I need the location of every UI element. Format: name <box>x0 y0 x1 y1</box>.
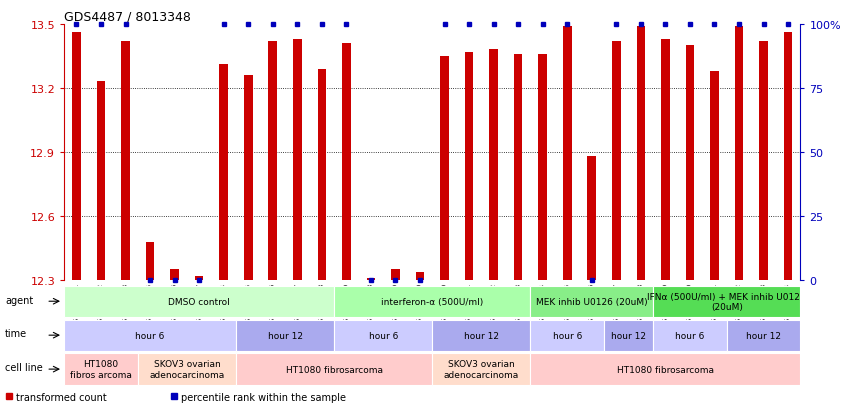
Bar <box>391 270 400 280</box>
Text: agent: agent <box>5 295 33 305</box>
Text: hour 12: hour 12 <box>268 331 302 340</box>
Bar <box>734 27 743 280</box>
Text: interferon-α (500U/ml): interferon-α (500U/ml) <box>381 297 484 306</box>
Bar <box>538 55 547 280</box>
Bar <box>490 50 498 280</box>
Text: DMSO control: DMSO control <box>169 297 230 306</box>
Bar <box>64 354 138 385</box>
Text: SKOV3 ovarian
adenocarcinoma: SKOV3 ovarian adenocarcinoma <box>149 360 224 379</box>
Text: HT1080 fibrosarcoma: HT1080 fibrosarcoma <box>286 365 383 374</box>
Bar <box>170 270 179 280</box>
Bar <box>64 320 236 351</box>
Text: hour 6: hour 6 <box>369 331 398 340</box>
Bar <box>440 57 449 280</box>
Bar <box>531 354 800 385</box>
Text: hour 6: hour 6 <box>135 331 164 340</box>
Bar <box>122 42 130 280</box>
Text: percentile rank within the sample: percentile rank within the sample <box>181 392 346 402</box>
Bar <box>366 278 375 280</box>
Bar <box>146 242 154 280</box>
Bar <box>72 33 80 280</box>
Text: cell line: cell line <box>5 363 43 373</box>
Bar <box>342 44 351 280</box>
Bar <box>514 55 522 280</box>
Bar <box>244 76 253 280</box>
Bar <box>195 276 204 280</box>
Bar <box>219 65 228 280</box>
Text: IFNα (500U/ml) + MEK inhib U0126
(20uM): IFNα (500U/ml) + MEK inhib U0126 (20uM) <box>647 292 806 311</box>
Text: transformed count: transformed count <box>16 392 107 402</box>
Bar <box>432 320 531 351</box>
Bar <box>432 354 531 385</box>
Bar <box>236 354 432 385</box>
Bar <box>587 157 596 280</box>
Bar <box>64 286 334 317</box>
Text: SKOV3 ovarian
adenocarcinoma: SKOV3 ovarian adenocarcinoma <box>443 360 519 379</box>
Bar <box>334 286 531 317</box>
Bar <box>465 52 473 280</box>
Bar <box>759 42 768 280</box>
Bar <box>653 286 800 317</box>
Bar <box>531 286 653 317</box>
Bar <box>236 320 334 351</box>
Bar <box>710 71 719 280</box>
Text: hour 6: hour 6 <box>553 331 582 340</box>
Bar <box>269 42 277 280</box>
Bar <box>138 354 236 385</box>
Bar <box>686 46 694 280</box>
Bar <box>784 33 793 280</box>
Text: hour 12: hour 12 <box>746 331 781 340</box>
Text: MEK inhib U0126 (20uM): MEK inhib U0126 (20uM) <box>536 297 648 306</box>
Bar <box>97 82 105 280</box>
Bar <box>416 272 425 280</box>
Text: hour 6: hour 6 <box>675 331 704 340</box>
Text: hour 12: hour 12 <box>464 331 499 340</box>
Text: HT1080 fibrosarcoma: HT1080 fibrosarcoma <box>617 365 714 374</box>
Text: HT1080
fibros arcoma: HT1080 fibros arcoma <box>70 360 132 379</box>
Bar <box>531 320 604 351</box>
Text: GDS4487 / 8013348: GDS4487 / 8013348 <box>64 11 191 24</box>
Bar <box>612 42 621 280</box>
Bar <box>293 40 301 280</box>
Bar <box>637 27 645 280</box>
Bar <box>334 320 432 351</box>
Bar <box>318 69 326 280</box>
Bar <box>661 40 669 280</box>
Bar <box>653 320 727 351</box>
Text: time: time <box>5 329 27 339</box>
Bar <box>563 27 572 280</box>
Text: hour 12: hour 12 <box>611 331 646 340</box>
Bar <box>604 320 653 351</box>
Bar <box>727 320 800 351</box>
